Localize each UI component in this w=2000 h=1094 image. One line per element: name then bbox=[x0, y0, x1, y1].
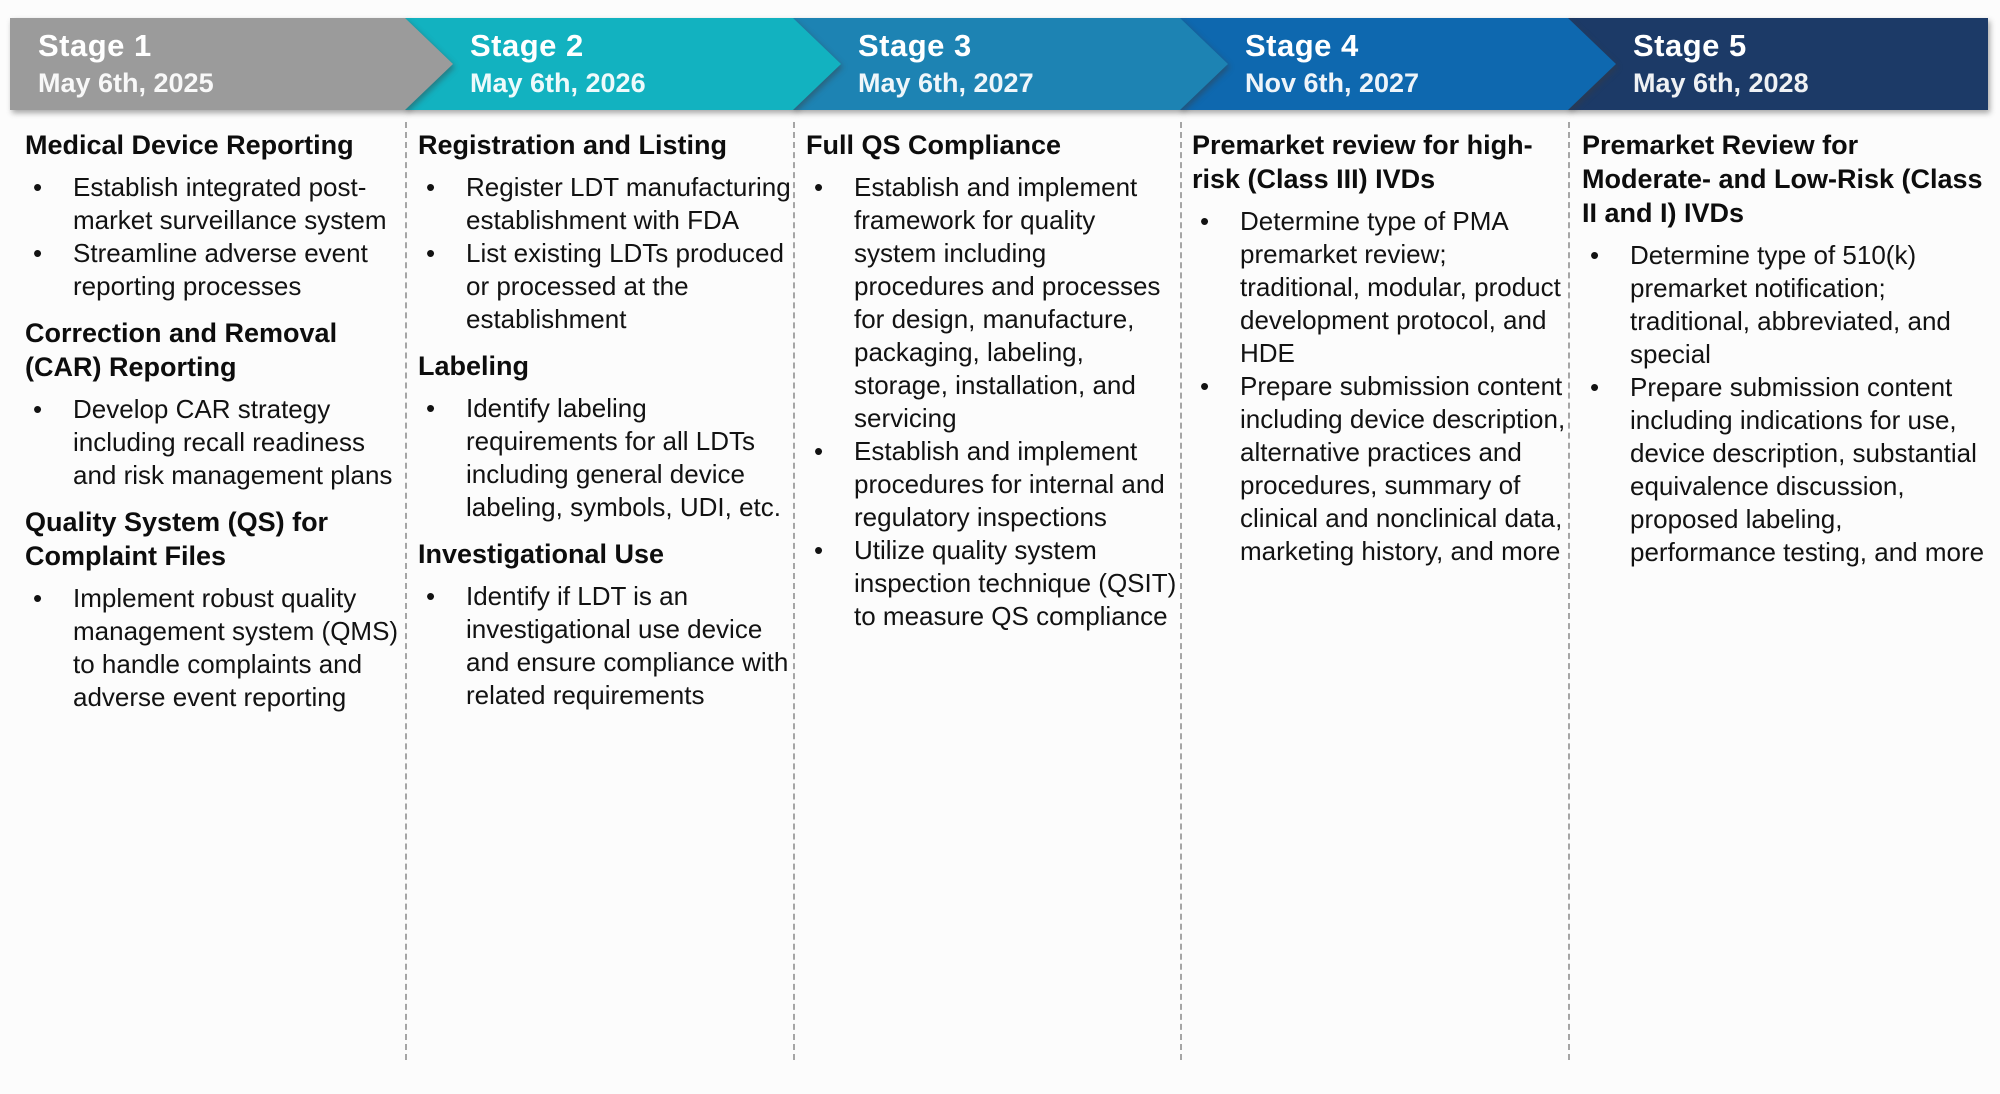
stage-1-chevron: Stage 1 May 6th, 2025 bbox=[10, 18, 453, 110]
bullet-item: Streamline adverse event reporting proce… bbox=[25, 237, 403, 303]
stage-date: May 6th, 2026 bbox=[470, 68, 646, 98]
section-heading: Correction and Removal (CAR) Reporting bbox=[25, 318, 338, 382]
bullet-list: Determine type of PMA premarket review; … bbox=[1192, 205, 1566, 568]
bullet-item: Develop CAR strategy including recall re… bbox=[25, 393, 403, 492]
column-separator bbox=[793, 122, 795, 1060]
bullet-item: Identify labeling requirements for all L… bbox=[418, 392, 792, 524]
bullet-item: Establish integrated post-market surveil… bbox=[25, 171, 403, 237]
section-heading: Full QS Compliance bbox=[806, 130, 1062, 160]
section-heading: Investigational Use bbox=[418, 539, 665, 569]
bullet-item: Establish and implement framework for qu… bbox=[806, 171, 1178, 435]
stage-label: Stage 3 bbox=[858, 28, 972, 63]
stage-5-column: Premarket Review for Moderate- and Low-R… bbox=[1582, 128, 1986, 569]
section-investigational-use: Investigational Use Identify if LDT is a… bbox=[418, 537, 792, 712]
stage-label: Stage 1 bbox=[38, 28, 152, 63]
section-premarket-review-class-ii-i: Premarket Review for Moderate- and Low-R… bbox=[1582, 128, 1986, 569]
section-premarket-review-class-iii: Premarket review for high-risk (Class II… bbox=[1192, 128, 1566, 568]
stage-4-column: Premarket review for high-risk (Class II… bbox=[1192, 128, 1566, 568]
section-heading: Registration and Listing bbox=[418, 130, 728, 160]
bullet-item: Determine type of PMA premarket review; … bbox=[1192, 205, 1566, 370]
stage-3-chevron: Stage 3 May 6th, 2027 bbox=[793, 18, 1228, 110]
stage-5-chevron: Stage 5 May 6th, 2028 bbox=[1568, 18, 1988, 110]
bullet-item: Establish and implement procedures for i… bbox=[806, 435, 1178, 534]
stage-label: Stage 4 bbox=[1245, 28, 1359, 63]
section-qs-complaint-files: Quality System (QS) for Complaint Files … bbox=[25, 505, 403, 714]
bullet-list: Develop CAR strategy including recall re… bbox=[25, 393, 403, 492]
stage-5-banner: Stage 5 May 6th, 2028 bbox=[1568, 18, 1988, 110]
section-heading: Premarket review for high-risk (Class II… bbox=[1192, 130, 1533, 194]
section-full-qs-compliance: Full QS Compliance Establish and impleme… bbox=[806, 128, 1178, 633]
stage-date: May 6th, 2027 bbox=[858, 68, 1034, 98]
stage-3-banner: Stage 3 May 6th, 2027 bbox=[793, 18, 1228, 110]
section-heading: Quality System (QS) for Complaint Files bbox=[25, 507, 329, 571]
stage-3-column: Full QS Compliance Establish and impleme… bbox=[806, 128, 1178, 633]
section-heading: Labeling bbox=[418, 351, 530, 381]
stage-date: May 6th, 2028 bbox=[1633, 68, 1809, 98]
bullet-list: Establish integrated post-market surveil… bbox=[25, 171, 403, 303]
bullet-list: Implement robust quality management syst… bbox=[25, 582, 403, 714]
stage-2-column: Registration and Listing Register LDT ma… bbox=[418, 128, 792, 712]
bullet-item: Determine type of 510(k) premarket notif… bbox=[1582, 239, 1986, 371]
stage-label: Stage 2 bbox=[470, 28, 584, 63]
bullet-item: Utilize quality system inspection techni… bbox=[806, 534, 1178, 633]
section-heading: Medical Device Reporting bbox=[25, 130, 354, 160]
bullet-item: Prepare submission content including ind… bbox=[1582, 371, 1986, 569]
section-registration-listing: Registration and Listing Register LDT ma… bbox=[418, 128, 792, 336]
column-separator bbox=[405, 122, 407, 1060]
bullet-item: Register LDT manufacturing establishment… bbox=[418, 171, 792, 237]
section-medical-device-reporting: Medical Device Reporting Establish integ… bbox=[25, 128, 403, 303]
bullet-list: Identify labeling requirements for all L… bbox=[418, 392, 792, 524]
stage-date: Nov 6th, 2027 bbox=[1245, 68, 1420, 98]
bullet-item: Implement robust quality management syst… bbox=[25, 582, 403, 714]
bullet-item: Identify if LDT is an investigational us… bbox=[418, 580, 792, 712]
stage-1-banner: Stage 1 May 6th, 2025 bbox=[10, 18, 453, 110]
stage-4-chevron: Stage 4 Nov 6th, 2027 bbox=[1180, 18, 1616, 110]
stage-date: May 6th, 2025 bbox=[38, 68, 214, 98]
stage-4-banner: Stage 4 Nov 6th, 2027 bbox=[1180, 18, 1616, 110]
stage-2-banner: Stage 2 May 6th, 2026 bbox=[405, 18, 841, 110]
stage-1-column: Medical Device Reporting Establish integ… bbox=[25, 128, 403, 714]
section-car-reporting: Correction and Removal (CAR) Reporting D… bbox=[25, 316, 403, 492]
bullet-list: Register LDT manufacturing establishment… bbox=[418, 171, 792, 336]
bullet-item: Prepare submission content including dev… bbox=[1192, 370, 1566, 568]
stage-2-chevron: Stage 2 May 6th, 2026 bbox=[405, 18, 841, 110]
column-separator bbox=[1568, 122, 1570, 1060]
bullet-list: Identify if LDT is an investigational us… bbox=[418, 580, 792, 712]
column-separator bbox=[1180, 122, 1182, 1060]
stage-label: Stage 5 bbox=[1633, 28, 1747, 63]
section-heading: Premarket Review for Moderate- and Low-R… bbox=[1582, 130, 1983, 228]
bullet-item: List existing LDTs produced or processed… bbox=[418, 237, 792, 336]
section-labeling: Labeling Identify labeling requirements … bbox=[418, 349, 792, 524]
bullet-list: Determine type of 510(k) premarket notif… bbox=[1582, 239, 1986, 569]
bullet-list: Establish and implement framework for qu… bbox=[806, 171, 1178, 633]
